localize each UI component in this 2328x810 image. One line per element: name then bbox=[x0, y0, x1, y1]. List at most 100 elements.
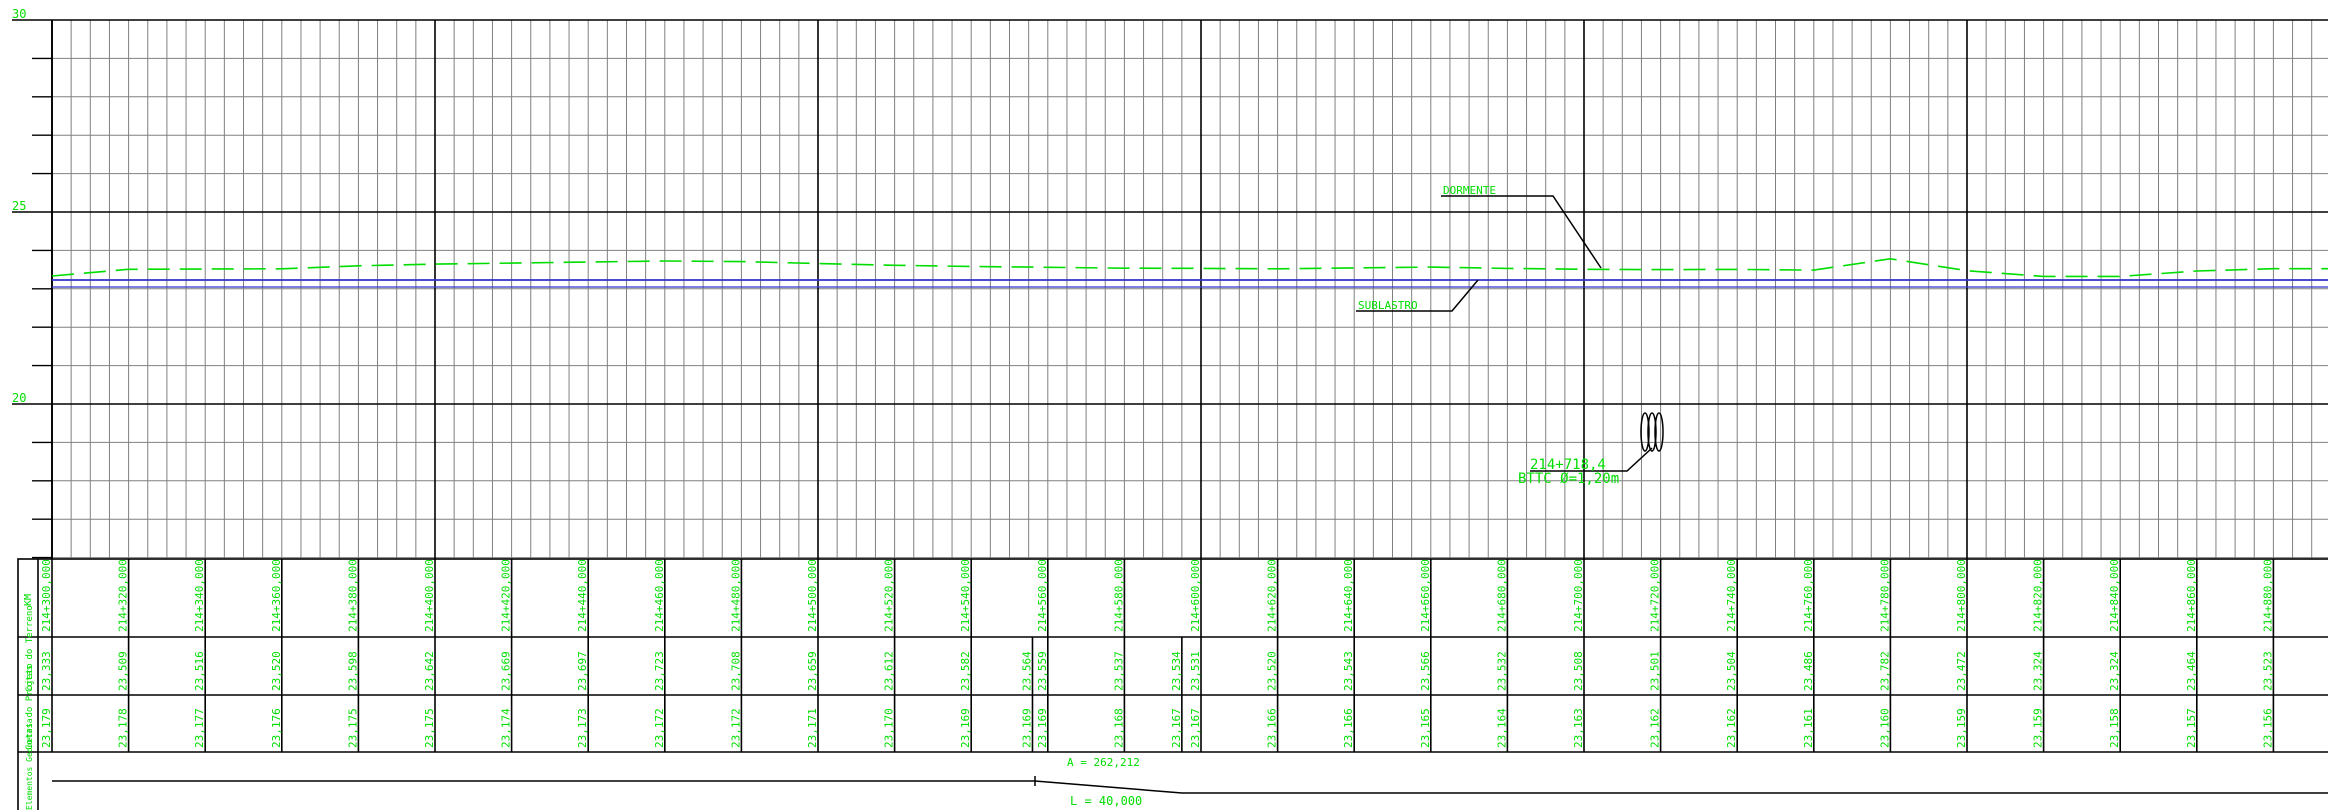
km-station-label: 214+460,000 bbox=[653, 559, 666, 632]
km-station-label: 214+560,000 bbox=[1036, 559, 1049, 632]
project-band-value: 23,160 bbox=[1878, 708, 1891, 748]
band-label-terreno: Cotas do Terreno bbox=[25, 605, 35, 692]
terrain-band-value: 23,697 bbox=[576, 651, 589, 691]
project-band-value: 23,170 bbox=[883, 708, 896, 748]
dormente-label: DORMENTE bbox=[1443, 184, 1496, 197]
terrain-band-value: 23,708 bbox=[729, 651, 742, 691]
band-label-projeto: Cotas do Projeto bbox=[25, 663, 35, 750]
project-band-value: 23,167 bbox=[1189, 708, 1202, 748]
terrain-band-value: 23,582 bbox=[959, 651, 972, 691]
project-band-value: 23,172 bbox=[653, 708, 666, 748]
terrain-band-value: 23,508 bbox=[1572, 651, 1585, 691]
km-station-label: 214+680,000 bbox=[1495, 559, 1508, 632]
geometry-element-line bbox=[52, 780, 2328, 794]
terrain-band-value: 23,659 bbox=[806, 651, 819, 691]
culvert-callout: 214+718,4 BTTC Ø=1,20m bbox=[1518, 412, 1664, 487]
terrain-band-value: 23,520 bbox=[1266, 651, 1279, 691]
band-label-geometria: Elementos Geometria bbox=[25, 718, 34, 810]
terrain-band-value: 23,504 bbox=[1725, 651, 1738, 691]
project-band-value: 23,161 bbox=[1802, 708, 1815, 748]
km-station-label: 214+700,000 bbox=[1572, 559, 1585, 632]
terrain-band-values: 23,333 23,509 23,516 23,520 23,598 23,642 23,6… bbox=[40, 637, 2274, 695]
km-station-label: 214+880,000 bbox=[2261, 559, 2274, 632]
km-station-label: 214+500,000 bbox=[806, 559, 819, 632]
km-station-label: 214+800,000 bbox=[1955, 559, 1968, 632]
terrain-band-value: 23,537 bbox=[1112, 651, 1125, 691]
elevation-label: 25 bbox=[12, 199, 26, 213]
km-station-label: 214+320,000 bbox=[117, 559, 130, 632]
elevation-axis: 30 25 20 bbox=[12, 7, 53, 559]
terrain-band-value: 23,333 bbox=[40, 651, 53, 691]
km-station-label: 214+640,000 bbox=[1342, 559, 1355, 632]
culvert-leader-line bbox=[1530, 447, 1653, 472]
geometry-l-label: L = 40,000 bbox=[1070, 794, 1142, 808]
terrain-band-value: 23,598 bbox=[346, 651, 359, 691]
terrain-band-value: 23,612 bbox=[883, 651, 896, 691]
km-station-label: 214+620,000 bbox=[1266, 559, 1279, 632]
project-band-value: 23,173 bbox=[576, 708, 589, 748]
project-band-value: 23,165 bbox=[1419, 708, 1432, 748]
culvert-pipe-icon bbox=[1640, 412, 1650, 452]
dormente-leader-line bbox=[1441, 195, 1602, 269]
terrain-band-value: 23,543 bbox=[1342, 651, 1355, 691]
terrain-band-value: 23,564 bbox=[1020, 651, 1033, 691]
terrain-band-value: 23,669 bbox=[500, 651, 513, 691]
project-band-value: 23,174 bbox=[500, 708, 513, 748]
terrain-dashed-line bbox=[51, 257, 2328, 278]
terrain-band-value: 23,516 bbox=[193, 651, 206, 691]
project-band-value: 23,164 bbox=[1495, 708, 1508, 748]
grid-major-lines bbox=[51, 19, 2328, 559]
project-band-value: 23,169 bbox=[1020, 708, 1033, 748]
km-station-label: 214+860,000 bbox=[2185, 559, 2198, 632]
terrain-band-value: 23,486 bbox=[1802, 651, 1815, 691]
sublastro-label: SUBLASTRO bbox=[1358, 299, 1418, 312]
km-station-label: 214+300,000 bbox=[40, 559, 53, 632]
km-station-label: 214+420,000 bbox=[500, 559, 513, 632]
data-bands: KM Cotas do Terreno Cotas do Projeto Ele… bbox=[17, 558, 2328, 810]
terrain-band-value: 23,559 bbox=[1036, 651, 1049, 691]
sublastro-leader-line bbox=[1356, 279, 1479, 312]
grid-minor-lines bbox=[51, 19, 2328, 559]
project-band-values: 23,179 23,178 23,177 23,176 23,175 23,175 23,1… bbox=[40, 695, 2274, 752]
elevation-label: 20 bbox=[12, 391, 26, 405]
km-station-label: 214+840,000 bbox=[2108, 559, 2121, 632]
project-band-value: 23,168 bbox=[1112, 708, 1125, 748]
km-station-label: 214+520,000 bbox=[883, 559, 896, 632]
project-band-value: 23,176 bbox=[270, 708, 283, 748]
project-band-value: 23,179 bbox=[40, 708, 53, 748]
terrain-band-value: 23,509 bbox=[117, 651, 130, 691]
elevation-label: 30 bbox=[12, 7, 26, 21]
project-band-value: 23,169 bbox=[959, 708, 972, 748]
km-station-label: 214+780,000 bbox=[1878, 559, 1891, 632]
terrain-band-value: 23,642 bbox=[423, 651, 436, 691]
km-station-label: 214+440,000 bbox=[576, 559, 589, 632]
culvert-station-label: 214+718,4 bbox=[1530, 457, 1606, 473]
project-band-value: 23,169 bbox=[1036, 708, 1049, 748]
culvert-pipe-icon bbox=[1654, 412, 1664, 452]
km-band-ticks bbox=[51, 559, 2275, 637]
terrain-band-value: 23,532 bbox=[1495, 651, 1508, 691]
project-band-value: 23,162 bbox=[1649, 708, 1662, 748]
project-band-value: 23,171 bbox=[806, 708, 819, 748]
terrain-band-value: 23,324 bbox=[2108, 651, 2121, 691]
terrain-band-value: 23,782 bbox=[1878, 651, 1891, 691]
culvert-description-label: BTTC Ø=1,20m bbox=[1518, 471, 1619, 487]
culvert-pipe-icon bbox=[1647, 412, 1657, 452]
project-band-value: 23,163 bbox=[1572, 708, 1585, 748]
sublastro-callout: SUBLASTRO bbox=[1356, 279, 1479, 312]
terrain-band-value: 23,464 bbox=[2185, 651, 2198, 691]
project-band-value: 23,156 bbox=[2261, 708, 2274, 748]
terrain-band-value: 23,534 bbox=[1170, 651, 1183, 691]
km-station-label: 214+740,000 bbox=[1725, 559, 1738, 632]
km-station-label: 214+720,000 bbox=[1649, 559, 1662, 632]
terrain-band-value: 23,501 bbox=[1649, 651, 1662, 691]
project-band-value: 23,159 bbox=[1955, 708, 1968, 748]
terrain-band-value: 23,520 bbox=[270, 651, 283, 691]
project-band-value: 23,175 bbox=[423, 708, 436, 748]
km-station-label: 214+480,000 bbox=[729, 559, 742, 632]
project-band-value: 23,167 bbox=[1170, 708, 1183, 748]
dormente-callout: DORMENTE bbox=[1441, 184, 1602, 269]
project-band-value: 23,157 bbox=[2185, 708, 2198, 748]
project-band-value: 23,172 bbox=[729, 708, 742, 748]
